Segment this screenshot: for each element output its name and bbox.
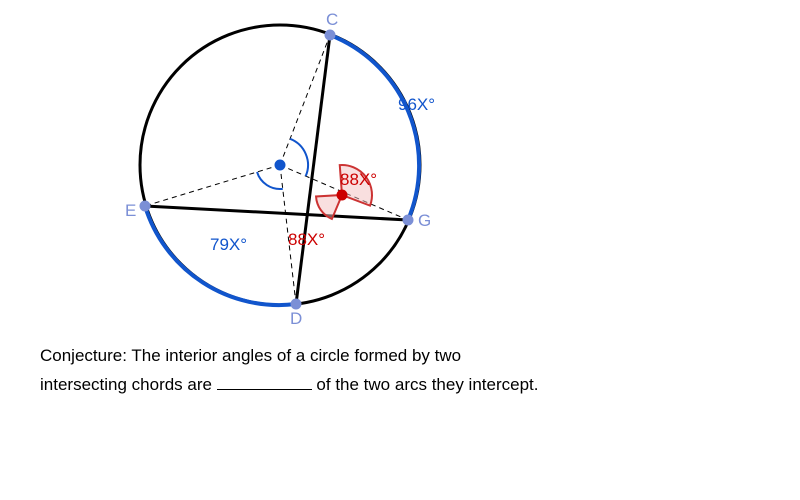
point-label-E: E xyxy=(125,201,136,220)
conjecture-line2a: intersecting chords are xyxy=(40,375,217,394)
radius-E xyxy=(145,165,280,206)
measure-label-2: 88X° xyxy=(288,230,325,249)
point-G[interactable] xyxy=(403,215,413,225)
arc-D-E xyxy=(145,206,296,305)
point-X[interactable] xyxy=(337,190,347,200)
measure-label-1: 88X° xyxy=(340,170,377,189)
conjecture-text: Conjecture: The interior angles of a cir… xyxy=(40,342,538,400)
point-label-C: C xyxy=(326,10,338,29)
point-O[interactable] xyxy=(275,160,285,170)
point-C[interactable] xyxy=(325,30,335,40)
chord-E-G xyxy=(145,206,408,220)
measure-label-0: 96X° xyxy=(398,95,435,114)
angle-marker-1 xyxy=(257,172,283,189)
point-E[interactable] xyxy=(140,201,150,211)
circle-diagram[interactable]: C G D E 96X° 88X° 88X° 79X° xyxy=(0,0,800,340)
conjecture-line2b: of the two arcs they intercept. xyxy=(312,375,539,394)
measure-label-3: 79X° xyxy=(210,235,247,254)
blank-fill[interactable] xyxy=(217,389,312,390)
chord-C-D xyxy=(296,35,330,304)
point-D[interactable] xyxy=(291,299,301,309)
point-label-D: D xyxy=(290,309,302,328)
conjecture-line1: Conjecture: The interior angles of a cir… xyxy=(40,346,461,365)
point-label-G: G xyxy=(418,211,431,230)
